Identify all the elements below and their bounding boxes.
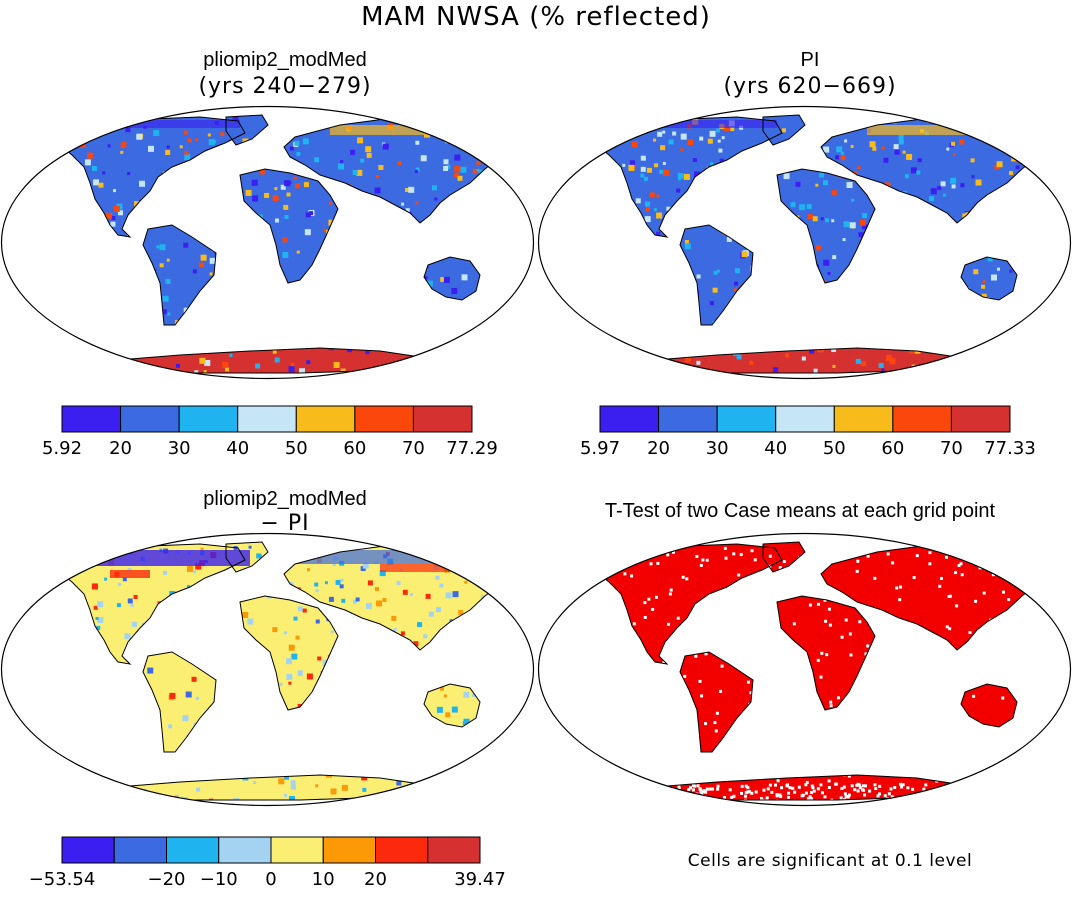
map-top-right — [537, 105, 1072, 380]
colorbar-swatch — [237, 405, 297, 433]
land-south-america — [680, 652, 753, 752]
colorbar-label: 60 — [343, 438, 366, 459]
land-south-america — [143, 652, 216, 752]
colorbar-label: 0 — [265, 869, 276, 890]
colorbar-swatch — [166, 836, 220, 864]
land-africa — [777, 169, 875, 283]
panel-subtitle-top-left: (yrs 240−279) — [198, 74, 372, 99]
colorbar-label: −20 — [148, 869, 186, 890]
panel-title-bottom-right: T-Test of two Case means at each grid po… — [604, 500, 996, 522]
colorbar-label: 20 — [364, 869, 387, 890]
colorbar-swatch — [775, 405, 835, 433]
colorbar-label: 77.29 — [446, 438, 498, 459]
colorbar-label: 70 — [940, 438, 963, 459]
panel-subtitle-top-right: (yrs 620−669) — [723, 74, 897, 99]
colorbar-swatch — [375, 836, 429, 864]
colorbar-label: −53.54 — [29, 869, 96, 890]
colorbar-label: 77.33 — [984, 438, 1036, 459]
colorbar-swatch — [833, 405, 894, 433]
map-border — [537, 532, 1072, 807]
colorbar-swatch — [892, 405, 952, 433]
panel-title-top-left: pliomip2_modMed — [203, 49, 367, 71]
map-border — [537, 105, 1072, 380]
colorbar-swatch — [270, 836, 324, 864]
colorbar-swatch — [61, 405, 122, 433]
land-north-america — [599, 117, 782, 237]
colorbar-label: 20 — [647, 438, 670, 459]
land-north-america — [599, 544, 782, 664]
land-australia — [961, 257, 1017, 300]
colorbar-label: 40 — [764, 438, 787, 459]
land-north-america — [62, 544, 245, 664]
colorbar-swatch — [354, 405, 414, 433]
colorbar-swatch — [61, 836, 115, 864]
map-bottom-right — [537, 532, 1072, 807]
colorbar-label: 50 — [823, 438, 846, 459]
colorbar-label: 39.47 — [454, 869, 506, 890]
land-south-america — [680, 225, 753, 325]
colorbar-label: 5.97 — [580, 438, 620, 459]
colorbar-swatch — [218, 836, 272, 864]
colorbar-swatch — [120, 405, 180, 433]
map-border — [0, 532, 535, 807]
panel-subtitle-bottom-left: − PI — [260, 511, 310, 536]
colorbar-label: 40 — [226, 438, 249, 459]
panel-title-top-right: PI — [800, 49, 820, 71]
colorbar-swatch — [950, 405, 1011, 433]
map-border — [0, 105, 535, 380]
colorbar-swatch — [427, 836, 481, 864]
colorbar-label: −10 — [200, 869, 238, 890]
colorbar-swatch — [295, 405, 356, 433]
colorbar-swatch — [599, 405, 660, 433]
colorbar-label: 30 — [168, 438, 191, 459]
colorbar-label: 30 — [706, 438, 729, 459]
land-australia — [961, 684, 1017, 727]
colorbar-label: 70 — [402, 438, 425, 459]
colorbar-label: 5.92 — [42, 438, 82, 459]
colorbar-label: 50 — [285, 438, 308, 459]
colorbar-swatch — [716, 405, 777, 433]
colorbar-swatch — [412, 405, 473, 433]
colorbar-swatch — [113, 836, 167, 864]
panel-title-bottom-left: pliomip2_modMed — [203, 488, 367, 510]
map-bottom-left — [0, 532, 535, 807]
colorbar-swatch — [178, 405, 239, 433]
land-africa — [240, 596, 338, 710]
land-australia — [424, 257, 480, 300]
land-africa — [777, 596, 875, 710]
colorbar-label: 60 — [881, 438, 904, 459]
figure-title: MAM NWSA (% reflected) — [361, 2, 711, 32]
colorbar-label: 20 — [109, 438, 132, 459]
significance-footnote: Cells are significant at 0.1 level — [687, 851, 973, 871]
colorbar-swatch — [658, 405, 718, 433]
colorbar-label: 10 — [312, 869, 335, 890]
map-top-left — [0, 105, 535, 380]
colorbar-swatch — [322, 836, 376, 864]
